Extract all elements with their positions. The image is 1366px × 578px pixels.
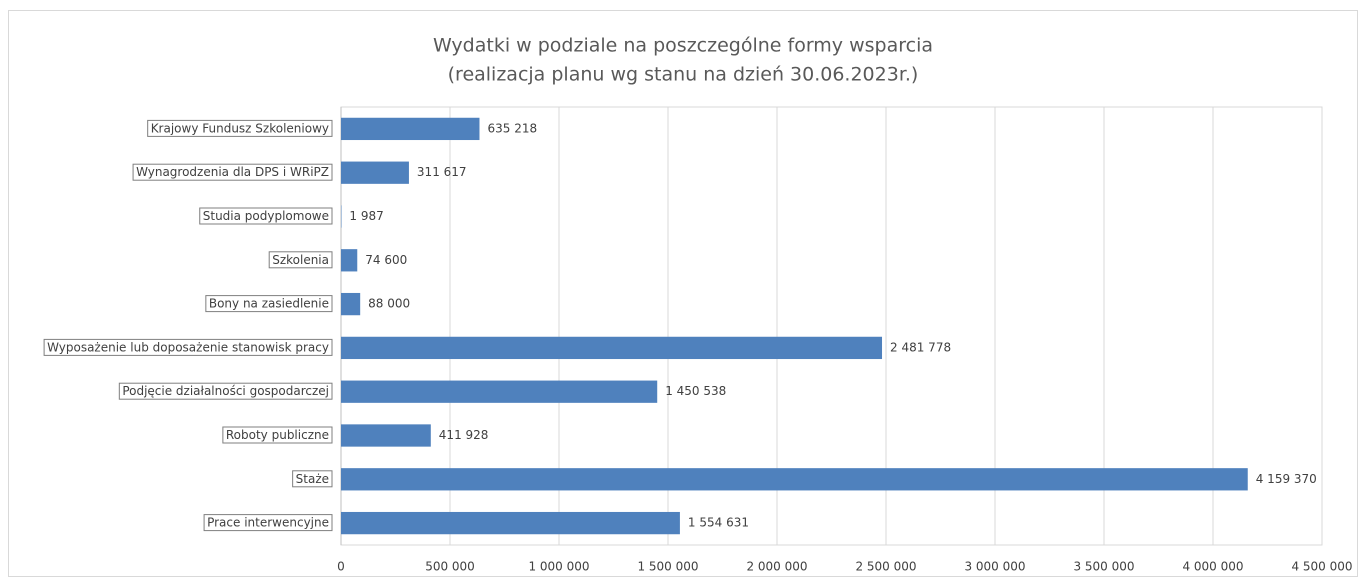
bar xyxy=(341,161,409,184)
bar xyxy=(341,292,361,316)
y-tick-label: Wynagrodzenia dla DPS i WRiPZ xyxy=(136,165,329,179)
data-label: 2 481 778 xyxy=(890,340,951,354)
label-box xyxy=(292,470,333,488)
x-tick-label: 3 500 000 xyxy=(1073,560,1134,574)
bar xyxy=(341,468,1248,491)
bar xyxy=(341,336,883,360)
y-tick-label: Studia podyplomowe xyxy=(203,209,329,223)
label-box xyxy=(205,295,333,313)
chart-subtitle: (realizacja planu wg stanu na dzień 30.0… xyxy=(448,64,919,86)
x-tick-label: 4 500 000 xyxy=(1291,560,1352,574)
data-label: 74 600 xyxy=(365,253,407,267)
x-tick-label: 0 xyxy=(337,560,345,574)
data-label: 4 159 370 xyxy=(1256,472,1317,486)
label-box xyxy=(199,207,333,225)
bar xyxy=(341,117,480,141)
data-label: 88 000 xyxy=(368,297,410,311)
label-box xyxy=(118,382,333,400)
y-tick-label: Staże xyxy=(296,472,329,486)
label-box xyxy=(222,426,333,444)
data-label: 1 450 538 xyxy=(665,384,726,398)
y-tick-label: Bony na zasiedlenie xyxy=(209,297,329,311)
data-label: 311 617 xyxy=(417,165,467,179)
label-box xyxy=(147,119,333,137)
label-box xyxy=(203,514,333,532)
y-tick-label: Krajowy Fundusz Szkoleniowy xyxy=(151,121,329,135)
x-tick-label: 3 000 000 xyxy=(964,560,1025,574)
x-tick-label: 1 500 000 xyxy=(637,560,698,574)
bar xyxy=(341,424,431,447)
bar xyxy=(341,380,658,403)
y-tick-label: Prace interwencyjne xyxy=(207,516,329,530)
bar xyxy=(341,511,680,535)
label-box xyxy=(268,251,333,269)
chart-title: Wydatki w podziale na poszczególne formy… xyxy=(433,35,933,57)
x-tick-label: 1 000 000 xyxy=(528,560,589,574)
y-tick-label: Podjęcie działalności gospodarczej xyxy=(122,384,329,398)
y-tick-label: Roboty publiczne xyxy=(226,428,329,442)
x-tick-label: 4 000 000 xyxy=(1182,560,1243,574)
label-box xyxy=(43,338,333,356)
bar xyxy=(341,249,358,272)
y-tick-label: Szkolenia xyxy=(272,253,329,267)
x-tick-label: 2 000 000 xyxy=(746,560,807,574)
chart-border xyxy=(8,10,1358,577)
data-label: 1 987 xyxy=(349,209,383,223)
x-tick-label: 2 500 000 xyxy=(855,560,916,574)
x-tick-label: 500 000 xyxy=(425,560,475,574)
data-label: 411 928 xyxy=(439,428,489,442)
data-label: 635 218 xyxy=(487,121,537,135)
y-tick-label: Wyposażenie lub doposażenie stanowisk pr… xyxy=(47,340,329,354)
label-box xyxy=(132,163,333,181)
data-label: 1 554 631 xyxy=(688,516,749,530)
